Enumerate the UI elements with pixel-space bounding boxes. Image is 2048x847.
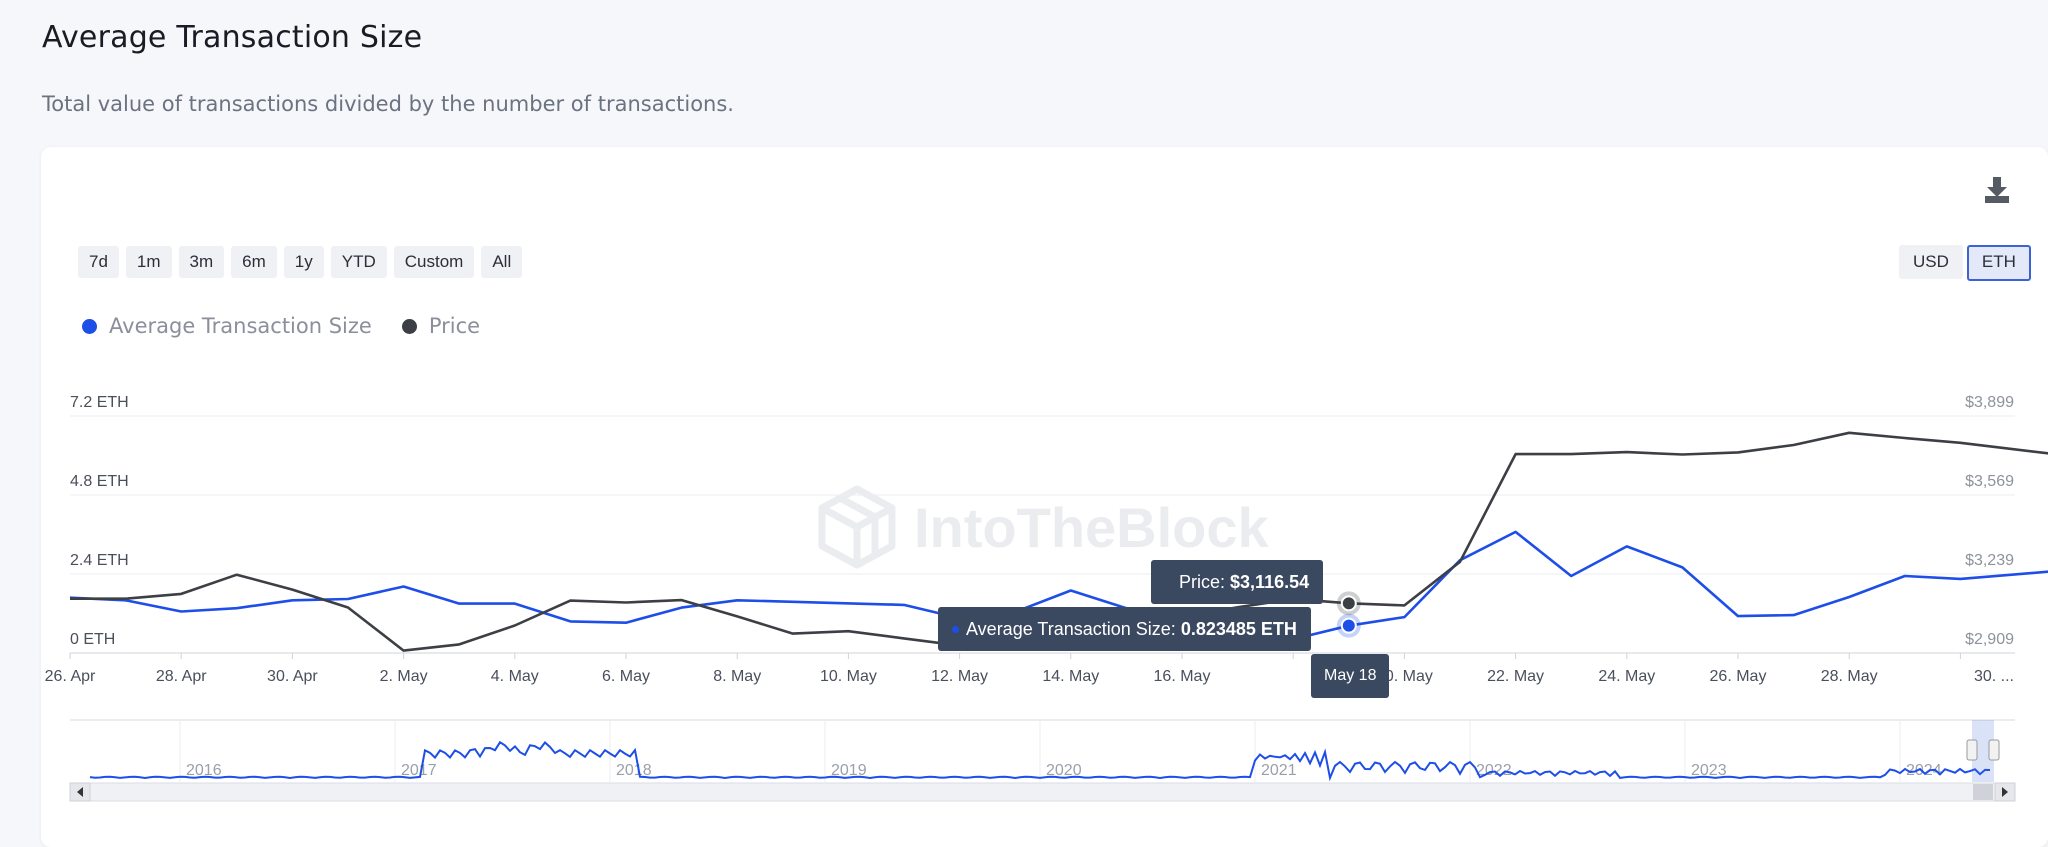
tooltip-price: Price: $3,116.54 xyxy=(1151,560,1324,604)
y-right-tick-label: $3,899 xyxy=(1965,394,2014,411)
x-tick-label: 4. May xyxy=(491,668,539,685)
navigator-year-label: 2024 xyxy=(1906,762,1942,779)
tooltip-average-transaction-size: Average Transaction Size: 0.823485 ETH xyxy=(938,607,1311,651)
navigator-year-label: 2017 xyxy=(401,762,437,779)
hover-marker-price xyxy=(1340,595,1357,612)
legend-marker-ats xyxy=(82,318,97,334)
x-tick-label: 26. Apr xyxy=(45,668,96,685)
range-button-3m[interactable]: 3m xyxy=(178,246,225,278)
time-range-selector: 7d 1m 3m 6m 1y YTD Custom All xyxy=(78,246,523,278)
x-tick-label: 28. Apr xyxy=(156,668,207,685)
navigator: 2016 2017 2018 2019 2020 2021 2022 2023 2024 xyxy=(69,719,2016,802)
navigator-series-line xyxy=(89,740,1991,782)
y-left-tick-label: 4.8 ETH xyxy=(70,473,129,490)
navigator-year-label: 2016 xyxy=(186,762,222,779)
range-button-7d[interactable]: 7d xyxy=(78,246,119,278)
tooltip-price-label: Price: xyxy=(1179,572,1226,592)
y-left-tick-label: 7.2 ETH xyxy=(70,394,129,411)
x-tick-label: 16. May xyxy=(1154,668,1211,685)
watermark-text: IntoTheBlock xyxy=(914,495,1269,559)
download-icon[interactable] xyxy=(1981,174,2013,206)
tooltip-price-value: $3,116.54 xyxy=(1230,572,1310,592)
x-tick-label: 22. May xyxy=(1487,668,1544,685)
y-left-tick-label: 2.4 ETH xyxy=(70,552,129,569)
x-tick-label: 2. May xyxy=(380,668,428,685)
x-tick-label: 8. May xyxy=(713,668,761,685)
navigator-year-label: 2020 xyxy=(1046,762,1082,779)
legend-label: Average Transaction Size xyxy=(109,314,372,338)
x-tick-label: 24. May xyxy=(1598,668,1655,685)
hover-marker-ats xyxy=(1340,617,1357,634)
x-tick-label: 30. Apr xyxy=(267,668,318,685)
legend-item-average-transaction-size[interactable]: Average Transaction Size xyxy=(82,314,372,338)
navigator-year-label: 2023 xyxy=(1691,762,1727,779)
x-tick-label: 10. May xyxy=(820,668,877,685)
legend-item-price[interactable]: Price xyxy=(401,314,481,338)
currency-button-usd[interactable]: USD xyxy=(1899,245,1963,279)
range-button-custom[interactable]: Custom xyxy=(393,246,475,278)
y-right-tick-label: $2,909 xyxy=(1965,631,2014,648)
navigator-right-handle[interactable] xyxy=(1988,739,2000,761)
chart-legend: Average Transaction Size Price xyxy=(82,314,480,338)
navigator-year-label: 2018 xyxy=(616,762,652,779)
y-right-tick-label: $3,239 xyxy=(1965,552,2014,569)
navigator-year-label: 2021 xyxy=(1261,762,1297,779)
currency-toggle: USD ETH xyxy=(1899,245,2031,281)
chevron-right-icon xyxy=(2002,787,2008,797)
x-tick-label: 14. May xyxy=(1042,668,1099,685)
tooltip-date: May 18 xyxy=(1311,654,1390,698)
navigator-selection[interactable] xyxy=(1972,720,1994,782)
page-subtitle: Total value of transactions divided by t… xyxy=(42,92,734,116)
tooltip-series-marker xyxy=(952,626,959,633)
chart-axes: 0 ETH $2,909 2.4 ETH $3,239 4.8 ETH $3,569 7.2… xyxy=(45,394,2015,685)
range-button-6m[interactable]: 6m xyxy=(231,246,277,278)
series-line-average-transaction-size[interactable] xyxy=(69,530,2048,641)
navigator-scrollbar-track[interactable] xyxy=(69,782,2016,802)
range-button-ytd[interactable]: YTD xyxy=(330,246,387,278)
page-title: Average Transaction Size xyxy=(42,20,423,55)
y-left-tick-label: 0 ETH xyxy=(70,631,115,648)
x-tick-label: 20. May xyxy=(1376,668,1433,685)
x-tick-label: 30. ... xyxy=(1974,668,2014,685)
x-tick-label: 26. May xyxy=(1710,668,1767,685)
hover-markers xyxy=(1336,591,1361,638)
range-button-1y[interactable]: 1y xyxy=(283,246,324,278)
tooltip-ats-value: 0.823485 ETH xyxy=(1180,619,1297,639)
range-button-all[interactable]: All xyxy=(481,246,523,278)
tooltip-ats-label: Average Transaction Size: xyxy=(966,619,1176,639)
navigator-left-handle[interactable] xyxy=(1966,739,1978,761)
currency-button-eth[interactable]: ETH xyxy=(1966,245,2031,281)
x-tick-label: 6. May xyxy=(602,668,650,685)
navigator-year-label: 2019 xyxy=(831,762,867,779)
chevron-left-icon xyxy=(77,787,83,797)
watermark-logo-icon xyxy=(818,485,896,569)
range-button-1m[interactable]: 1m xyxy=(125,246,172,278)
legend-label: Price xyxy=(428,314,481,338)
watermark: IntoTheBlock xyxy=(818,482,1269,572)
legend-marker-price xyxy=(401,318,417,334)
x-tick-label: 28. May xyxy=(1821,668,1878,685)
x-tick-label: 12. May xyxy=(931,668,988,685)
y-right-tick-label: $3,569 xyxy=(1965,473,2014,490)
navigator-scrollbar-thumb[interactable] xyxy=(1973,784,1993,800)
